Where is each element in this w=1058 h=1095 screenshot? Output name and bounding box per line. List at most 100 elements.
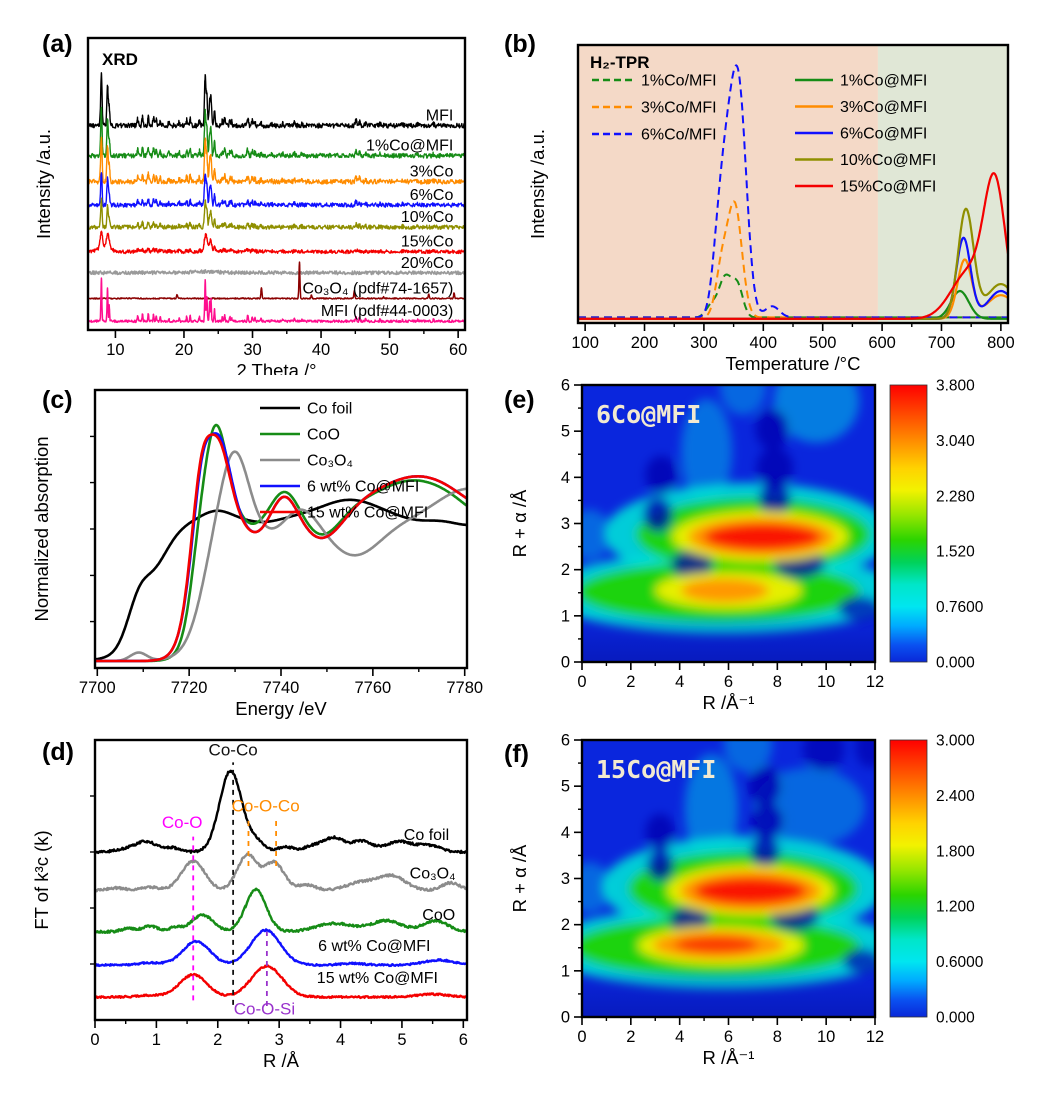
contour-blob — [704, 523, 822, 551]
x-tick-label: 4 — [675, 673, 684, 691]
series-Co3O4 pdf#74-1657 — [87, 261, 466, 300]
x-axis-title: 2 Theta /° — [236, 360, 316, 375]
series-label: 10%Co — [401, 209, 454, 226]
contour-title: 6Co@MFI — [596, 400, 701, 429]
x-tick-label: 0 — [90, 1031, 99, 1049]
contour-blob — [802, 740, 845, 773]
contour-blob — [582, 509, 612, 561]
y-tick-label: 3 — [561, 870, 570, 888]
y-axis-title: Intensity /a.u. — [527, 129, 548, 239]
contour-title: 15Co@MFI — [596, 755, 716, 784]
y-axis: 0 1 2 3 4 5 6 — [561, 377, 582, 672]
contour-blob — [680, 578, 769, 603]
colorbar-tick-label: 0.7600 — [936, 599, 984, 616]
y-axis: 0 1 2 3 4 5 6 — [561, 732, 582, 1027]
colorbar-tick-label: 3.000 — [936, 733, 975, 750]
series-Co foil — [94, 769, 468, 855]
panel-label-a: (a) — [42, 30, 73, 58]
plot-border — [86, 36, 467, 332]
panel-label-f: (f) — [504, 740, 529, 768]
x-tick-label: 4 — [675, 1028, 684, 1046]
y-tick-label: 3 — [561, 515, 570, 533]
y-tick-label: 5 — [561, 778, 570, 796]
x-axis: 0 2 4 6 8 10 12 — [577, 1017, 884, 1046]
legend-0: 1%Co/MFI 3%Co/MFI 6%Co/MFI — [592, 73, 717, 144]
x-tick-label: 10 — [817, 1028, 835, 1046]
colorbar-tick-label: 0.000 — [936, 1010, 975, 1027]
legend-label: 3%Co/MFI — [641, 100, 717, 117]
legend-label: CoO — [307, 427, 340, 444]
x-tick-label: 30 — [243, 341, 261, 359]
x-tick-label: 6 — [724, 1028, 733, 1046]
contour-blobs — [582, 740, 875, 990]
contour-blobs — [582, 385, 875, 635]
x-tick-label: 7700 — [79, 679, 116, 697]
x-tick-label: 700 — [928, 334, 956, 352]
x-tick-label: 40 — [312, 341, 330, 359]
series-MFI — [87, 72, 466, 129]
x-axis: 7700 7720 7740 7760 7780 — [79, 668, 483, 697]
y-axis — [90, 435, 95, 623]
y-tick-label: 1 — [561, 607, 570, 625]
contour-blob — [843, 948, 875, 975]
x-tick-label: 2 — [626, 673, 635, 691]
x-axis-title: Energy /eV — [235, 698, 327, 719]
contour-plot — [582, 385, 875, 662]
y-axis-title: R + α /Å — [509, 489, 530, 557]
x-axis-title: R /Å — [263, 1050, 300, 1071]
series-1%Co@MFI — [87, 106, 466, 159]
contour-blob — [719, 385, 767, 415]
y-axis-title: Intensity /a.u. — [33, 129, 54, 239]
x-tick-label: 12 — [866, 1028, 884, 1046]
x-tick-label: 800 — [987, 334, 1015, 352]
x-tick-label: 7740 — [263, 679, 300, 697]
contour-blob — [643, 496, 673, 532]
y-tick-label: 6 — [561, 377, 570, 395]
legend-label: 15 wt% Co@MFI — [307, 505, 428, 522]
colorbar-tick-label: 1.200 — [936, 899, 975, 916]
x-tick-label: 4 — [336, 1031, 345, 1049]
colorbar-tick-label: 3.800 — [936, 378, 975, 395]
contour-blob — [755, 408, 790, 450]
x-axis: 0 1 2 3 4 5 6 — [90, 1020, 468, 1049]
legend-label: 1%Co@MFI — [840, 73, 927, 90]
series-15%Co — [87, 230, 466, 255]
annotation-text: XRD — [102, 50, 138, 69]
contour-blob — [748, 765, 783, 807]
annotation-text: Co-O-Si — [234, 999, 295, 1018]
contour-plot — [582, 740, 875, 1017]
series-label: 6 wt% Co@MFI — [318, 938, 430, 955]
y-tick-label: 6 — [561, 732, 570, 750]
series-6 wt% Co@MFI — [94, 432, 468, 663]
contour-blob — [694, 877, 807, 905]
series-label: Co foil — [404, 827, 449, 844]
y-tick-label: 4 — [561, 469, 570, 487]
bottom-fade — [582, 613, 875, 662]
colorbar-tick-label: 1.520 — [936, 544, 975, 561]
y-tick-label: 2 — [561, 916, 570, 934]
y-tick-label: 5 — [561, 423, 570, 441]
legend-label: 6 wt% Co@MFI — [307, 479, 419, 496]
contour-blob — [773, 385, 860, 443]
series-6%Co/MFI — [577, 64, 1009, 319]
x-tick-label: 3 — [275, 1031, 284, 1049]
colorbar-tick-label: 2.400 — [936, 788, 975, 805]
colorbar — [889, 384, 928, 663]
legend-label: 1%Co/MFI — [641, 73, 717, 90]
x-tick-label: 400 — [750, 334, 778, 352]
contour-blob — [750, 834, 780, 867]
x-axis: 0 2 4 6 8 10 12 — [577, 662, 884, 691]
contour-blob — [723, 740, 773, 773]
x-tick-label: 100 — [571, 334, 599, 352]
x-tick-label: 600 — [868, 334, 896, 352]
x-tick-label: 8 — [773, 1028, 782, 1046]
series-20%Co — [87, 269, 466, 276]
contour-blob — [855, 740, 875, 768]
contour-blob — [750, 802, 785, 840]
legend-label: 6%Co/MFI — [641, 127, 717, 144]
series-MFI pdf#44-0003 — [87, 277, 466, 324]
contour-blob — [645, 813, 675, 851]
series-3%Co — [87, 136, 466, 185]
x-tick-label: 7720 — [171, 679, 208, 697]
